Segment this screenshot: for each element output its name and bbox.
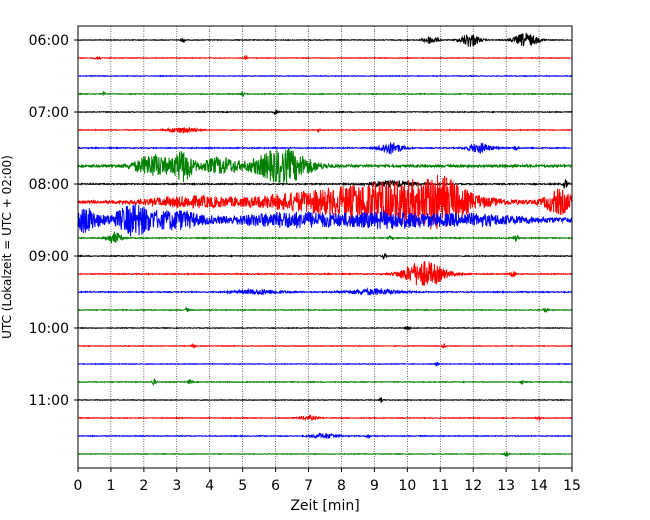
trace-0700 xyxy=(77,109,573,116)
trace-0930 xyxy=(77,287,573,296)
trace-group xyxy=(77,32,573,458)
x-tick-label: 11 xyxy=(431,478,449,494)
trace-0615 xyxy=(77,54,573,61)
x-tick-label: 7 xyxy=(304,478,313,494)
y-tick-label: 08:00 xyxy=(29,177,69,193)
trace-0600 xyxy=(77,32,572,48)
trace-1100 xyxy=(77,397,573,403)
y-tick-label: 06:00 xyxy=(29,33,69,49)
trace-1000 xyxy=(77,325,572,331)
x-tick-label: 4 xyxy=(205,478,214,494)
trace-1115 xyxy=(77,414,573,422)
trace-1015 xyxy=(77,342,573,349)
trace-1145 xyxy=(77,451,573,458)
trace-0900 xyxy=(77,253,573,261)
x-tick-label: 2 xyxy=(139,478,148,494)
x-tick-label: 3 xyxy=(172,478,181,494)
x-tick-label: 9 xyxy=(370,478,379,494)
plot-frame xyxy=(77,25,573,469)
x-tick-label: 13 xyxy=(497,478,515,494)
trace-0830 xyxy=(77,203,573,237)
trace-0645 xyxy=(77,90,573,97)
x-tick-label: 14 xyxy=(530,478,548,494)
x-tick-label: 1 xyxy=(106,478,115,494)
y-tick-label: 07:00 xyxy=(29,105,69,121)
x-axis: 0 1 2 3 4 5 6 7 8 9 10 11 12 13 14 15 xyxy=(74,468,581,494)
trace-0730 xyxy=(77,142,573,155)
trace-1130 xyxy=(77,432,573,440)
grid-lines xyxy=(110,26,540,468)
x-axis-label: Zeit [min] xyxy=(290,498,359,514)
x-tick-label: 0 xyxy=(74,478,83,494)
trace-0630 xyxy=(77,74,573,78)
trace-1045 xyxy=(77,378,573,386)
y-tick-label: 11:00 xyxy=(29,393,69,409)
x-tick-label: 6 xyxy=(271,478,280,494)
y-tick-label: 10:00 xyxy=(29,321,69,337)
y-tick-label: 09:00 xyxy=(29,249,69,265)
x-tick-label: 12 xyxy=(464,478,482,494)
x-tick-label: 15 xyxy=(563,478,581,494)
trace-0715 xyxy=(77,127,573,134)
trace-0815 xyxy=(77,174,573,230)
trace-1030 xyxy=(77,362,573,367)
trace-0945 xyxy=(77,306,573,313)
trace-0745 xyxy=(77,148,573,184)
x-tick-label: 8 xyxy=(337,478,346,494)
trace-0915 xyxy=(77,261,573,286)
x-tick-label: 5 xyxy=(238,478,247,494)
trace-0800 xyxy=(77,179,573,189)
plot-background xyxy=(78,26,572,468)
x-tick-label: 10 xyxy=(398,478,416,494)
y-axis: 06:00 07:00 08:00 09:00 10:00 11:00 xyxy=(29,33,78,409)
y-axis-label: UTC (Lokalzeit = UTC + 02:00) xyxy=(0,155,14,339)
trace-0845 xyxy=(77,231,573,244)
